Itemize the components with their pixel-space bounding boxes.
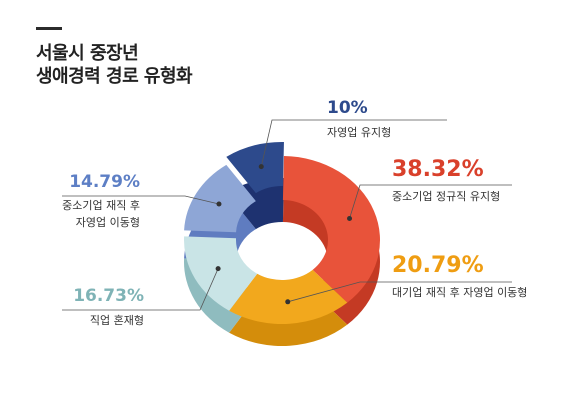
leader-dot-4 [258, 164, 264, 170]
slice-label-0: 중소기업 정규직 유지형 [392, 190, 500, 203]
leader-line-1 [287, 281, 512, 303]
title-line-2: 생애경력 경로 유형화 [36, 66, 193, 87]
slice-top-2 [184, 236, 258, 311]
leader-dot-0 [347, 215, 353, 221]
slice-label-3a: 중소기업 재직 후 [62, 199, 140, 212]
leader-line-4 [260, 119, 447, 167]
title-line-1: 서울시 중장년 [36, 43, 139, 64]
leader-line-3 [62, 195, 220, 205]
pct-label-3: 14.79% [69, 172, 140, 192]
pct-label-4: 10% [327, 98, 368, 118]
slice-top-4 [226, 142, 284, 194]
leader-dot-3 [216, 201, 222, 207]
leader-dot-2 [215, 266, 221, 272]
slice-top-0 [282, 156, 380, 303]
leader-line-2 [62, 268, 219, 311]
slice-label-4: 자영업 유지형 [327, 126, 391, 139]
leader-line-0 [349, 184, 512, 219]
slice-label-3b: 자영업 이동형 [76, 216, 140, 229]
pct-label-1: 20.79% [392, 253, 484, 278]
page-title: 서울시 중장년 생애경력 경로 유형화 [36, 42, 193, 88]
pct-label-0: 38.32% [392, 157, 484, 182]
leader-lines [62, 119, 512, 311]
pct-label-2: 16.73% [73, 286, 144, 306]
leader-dot-1 [285, 299, 291, 305]
slice-label-1: 대기업 재직 후 자영업 이동형 [392, 286, 527, 299]
slice-top-1 [229, 269, 348, 324]
slice-label-2: 직업 혼재형 [90, 314, 144, 327]
donut-slices [184, 142, 380, 346]
slice-top-3 [184, 164, 256, 233]
title-rule [36, 27, 62, 30]
